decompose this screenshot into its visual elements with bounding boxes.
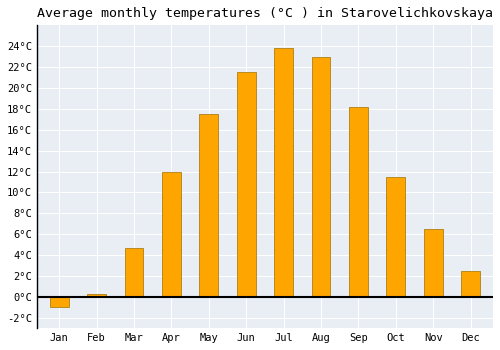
Title: Average monthly temperatures (°C ) in Starovelichkovskaya: Average monthly temperatures (°C ) in St… [37, 7, 493, 20]
Bar [88, 294, 106, 297]
Bar [162, 172, 181, 297]
Bar [274, 48, 293, 297]
Bar [124, 248, 144, 297]
Bar [349, 107, 368, 297]
Bar [200, 114, 218, 297]
Bar [50, 297, 68, 307]
Bar [237, 72, 256, 297]
Bar [462, 271, 480, 297]
Bar [312, 57, 330, 297]
Bar [424, 229, 442, 297]
Bar [386, 177, 405, 297]
